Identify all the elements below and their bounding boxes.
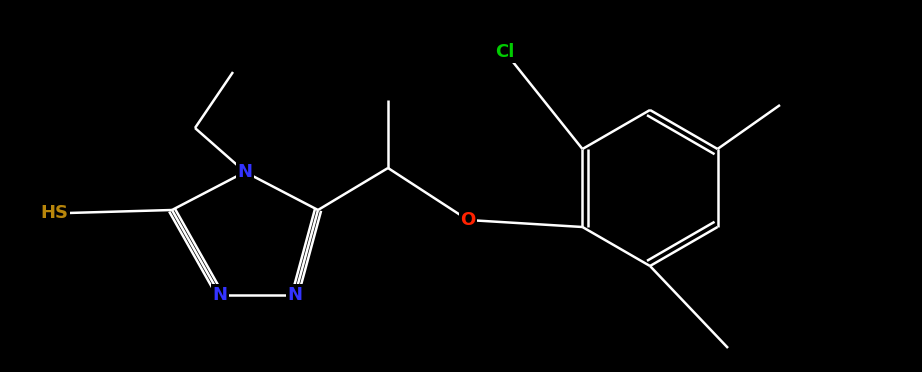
Text: O: O [460,211,476,229]
Text: HS: HS [40,204,68,222]
Text: N: N [212,286,228,304]
Text: Cl: Cl [495,43,514,61]
Text: N: N [288,286,302,304]
Text: N: N [238,163,253,181]
